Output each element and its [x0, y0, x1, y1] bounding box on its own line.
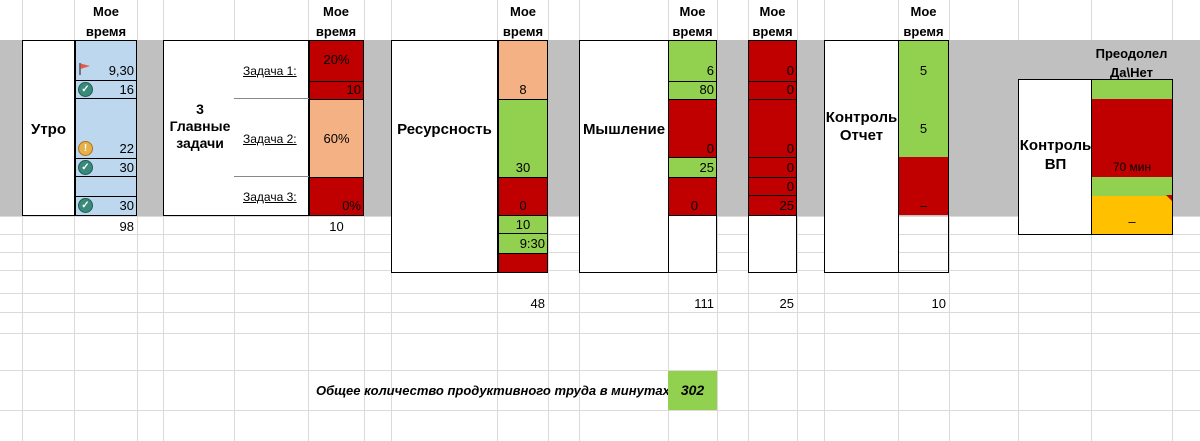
control-vp-column [1091, 79, 1173, 235]
resource-label: Ресурсность [397, 121, 492, 138]
col5-value-4: 0 [786, 160, 794, 175]
tasks-box: 3 Главные задачи [163, 40, 309, 216]
morning-value-2: 16 [119, 82, 134, 97]
header-yes-no-text: Да\Нет [1110, 65, 1153, 80]
morning-value-5: 30 [119, 198, 134, 213]
control-report-time-column [898, 40, 949, 273]
col5-total: 25 [779, 296, 794, 311]
col5-value-5: 0 [786, 179, 794, 194]
morning-value-1: 9,30 [108, 63, 134, 78]
tasks-time-column [309, 40, 364, 216]
control-report-box: Контроль Отчет [824, 40, 899, 273]
resource-total: 48 [530, 296, 545, 311]
control-report-value-2: 5 [919, 121, 928, 136]
summary-value[interactable]: 302 [668, 371, 717, 410]
thinking-label: Мышление [582, 121, 666, 138]
thinking-value-5: 0 [690, 198, 698, 213]
header-my-time-thinking: Мое время [672, 4, 713, 39]
thinking-time-column [668, 40, 717, 216]
resource-value-5: 9:30 [519, 236, 545, 251]
resource-value-3: 0 [519, 198, 527, 213]
morning-label: Утро [30, 121, 66, 138]
thinking-value-1: 6 [706, 63, 714, 78]
thinking-total: 111 [694, 296, 714, 311]
col5-time-column [748, 40, 797, 216]
header-my-time-col5: Мое время [752, 4, 793, 39]
control-report-total: 10 [931, 296, 946, 311]
control-report-value-3: – [919, 198, 928, 213]
task-1-link[interactable]: Задача 1: [243, 64, 297, 78]
summary-label: Общее количество продуктивного труда в м… [316, 383, 670, 398]
thinking-box: Мышление [579, 40, 669, 273]
tasks-total: 10 [329, 219, 344, 234]
task-2-link[interactable]: Задача 2: [243, 132, 297, 146]
morning-time-column [75, 40, 137, 216]
warning-icon: ! [78, 141, 93, 156]
header-overcame: Преодолел Да\Нет [1091, 44, 1172, 82]
task-1-percent: 20% [323, 52, 350, 67]
check-icon: ✓ [78, 160, 93, 175]
resource-time-column [498, 40, 548, 273]
col5-value-6: 25 [779, 198, 794, 213]
task-3-link[interactable]: Задача 3: [243, 190, 297, 204]
header-my-time-morning: Мое время [85, 4, 127, 39]
col5-value-2: 0 [786, 82, 794, 97]
control-report-value-1: 5 [919, 63, 928, 78]
header-my-time-resource: Мое время [502, 4, 544, 39]
thinking-value-4: 25 [699, 160, 714, 175]
control-vp-value: 70 мин [1112, 160, 1152, 174]
control-report-label: Контроль Отчет [825, 109, 898, 144]
morning-value-4: 30 [119, 160, 134, 175]
resource-value-2: 30 [515, 160, 531, 175]
check-icon: ✓ [78, 82, 93, 97]
col5-value-1: 0 [786, 63, 794, 78]
thinking-value-2: 80 [699, 82, 714, 97]
task-1-value: 10 [346, 82, 361, 97]
task-3-percent: 0% [342, 198, 361, 213]
morning-total: 98 [119, 219, 134, 234]
morning-label-box: Утро [22, 40, 75, 216]
morning-value-3: 22 [119, 141, 134, 156]
task-2-percent: 60% [323, 131, 350, 146]
col5-value-3: 0 [786, 141, 794, 156]
check-icon: ✓ [78, 198, 93, 213]
control-vp-dash: – [1128, 214, 1136, 229]
header-my-time-control: Мое время [903, 4, 944, 39]
resource-box: Ресурсность [391, 40, 498, 273]
thinking-value-3: 0 [706, 141, 714, 156]
header-overcame-text: Преодолел [1095, 46, 1168, 61]
resource-value-1: 8 [519, 82, 527, 97]
control-vp-label: Контроль ВП [1019, 137, 1092, 173]
flag-icon [79, 63, 90, 75]
header-my-time-tasks: Мое время [315, 4, 357, 39]
tasks-label: 3 Главные задачи [169, 101, 231, 151]
resource-value-4: 10 [515, 217, 531, 232]
comment-marker-icon [1166, 195, 1172, 201]
